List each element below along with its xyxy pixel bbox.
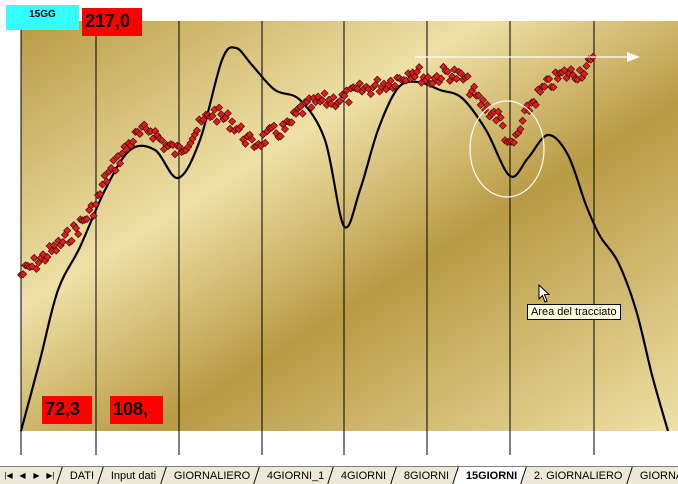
smoothed-curve — [19, 46, 670, 432]
value-bottom-left-box: 72,3 — [42, 396, 92, 424]
tab-15giorni[interactable]: 15GIORNI — [452, 467, 526, 484]
mouse-pointer-icon — [538, 284, 551, 303]
tab-input-dati[interactable]: Input dati — [97, 467, 166, 484]
worksheet: 15GG 217,0 72,3 108, Area del tracciato — [0, 0, 678, 466]
tab-dati[interactable]: DATI — [56, 467, 104, 484]
tab-giornali[interactable]: GIORNALI — [626, 467, 678, 484]
price-markers — [16, 52, 598, 279]
tab-2-giornaliero[interactable]: 2. GIORNALIERO — [520, 467, 632, 484]
highlight-ellipse — [469, 100, 545, 198]
value-bottom-mid-box: 108, — [110, 396, 163, 424]
tab-4giorni-1[interactable]: 4GIORNI_1 — [253, 467, 334, 484]
value-top-box: 217,0 — [82, 8, 142, 36]
vertical-gridlines — [20, 21, 595, 455]
last-sheet-icon[interactable]: ▶| — [46, 471, 55, 480]
tab-giornaliero[interactable]: GIORNALIERO — [159, 467, 259, 484]
chart-tooltip: Area del tracciato — [527, 304, 621, 320]
next-sheet-icon[interactable]: ▶ — [33, 471, 40, 480]
trend-arrow — [415, 52, 640, 62]
prev-sheet-icon[interactable]: ◀ — [19, 471, 26, 480]
sheet-nav-buttons: |◀ ◀ ▶ ▶| — [0, 467, 59, 484]
tab-8giorni[interactable]: 8GIORNI — [389, 467, 458, 484]
plot-area[interactable] — [0, 0, 678, 466]
sheet-tab-bar: |◀ ◀ ▶ ▶| DATI Input dati GIORNALIERO 4G… — [0, 466, 678, 484]
period-label: 15GG — [6, 5, 79, 30]
first-sheet-icon[interactable]: |◀ — [4, 471, 13, 480]
tab-4giorni[interactable]: 4GIORNI — [327, 467, 396, 484]
